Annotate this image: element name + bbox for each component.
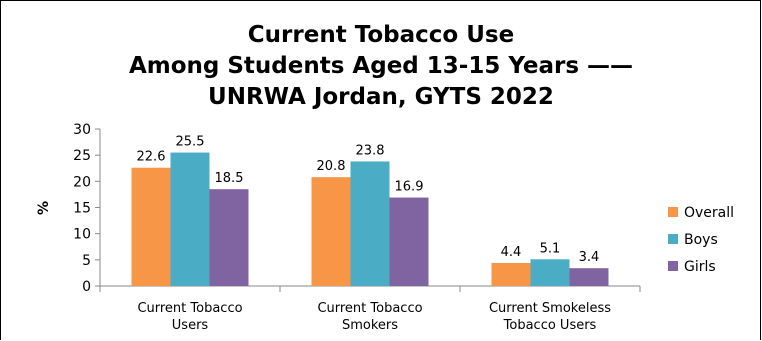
bar-overall-1 [311,177,351,286]
legend-swatch-boys [668,234,678,244]
title-line-3: UNRWA Jordan, GYTS 2022 [208,84,554,110]
bar-girls-2 [569,268,609,286]
data-label: 20.8 [317,159,346,174]
data-label: 22.6 [137,150,166,165]
y-tick-label: 15 [73,201,91,217]
legend-label-boys: Boys [684,232,718,248]
bars [131,152,609,286]
y-tick-label: 25 [73,148,91,164]
bar-overall-0 [131,167,171,286]
data-label: 3.4 [579,250,600,265]
data-label: 5.1 [540,241,561,256]
legend-swatch-overall [668,207,678,217]
bar-overall-2 [491,262,531,286]
y-tick-label: 10 [73,227,91,243]
title-line-2: Among Students Aged 13-15 Years —— [128,53,634,79]
y-axis-label: % [36,201,52,215]
y-tick-label: 20 [73,174,91,190]
category-label: Smokers [342,318,398,333]
bar-boys-2 [530,259,570,286]
category-labels: Current Tobacco Users Current Tobacco Smoke… [137,301,611,333]
bar-girls-1 [389,197,429,286]
data-labels: 22.6 25.5 18.5 20.8 23.8 16.9 4.4 5.1 3.4 [137,135,600,266]
category-label: Current Tobacco [317,301,422,316]
legend-label-overall: Overall [684,205,734,221]
category-label: Users [172,318,209,333]
bar-boys-1 [350,161,390,286]
data-label: 23.8 [356,143,385,158]
bar-boys-0 [170,152,210,286]
category-label: Tobacco Users [503,318,597,333]
legend-label-girls: Girls [684,259,716,275]
data-label: 18.5 [215,171,244,186]
legend: Overall Boys Girls [668,205,734,275]
data-label: 4.4 [501,245,522,260]
category-label: Current Smokeless [489,301,611,316]
data-label: 25.5 [176,135,205,150]
bar-girls-0 [209,189,249,286]
data-label: 16.9 [395,180,424,195]
chart-title: Current Tobacco Use Among Students Aged … [0,20,762,113]
legend-swatch-girls [668,261,678,271]
y-tick-label: 5 [82,253,91,269]
y-tick-label: 30 [73,122,91,138]
category-label: Current Tobacco [137,301,242,316]
title-line-1: Current Tobacco Use [247,22,515,48]
y-tick-label: 0 [82,279,91,295]
